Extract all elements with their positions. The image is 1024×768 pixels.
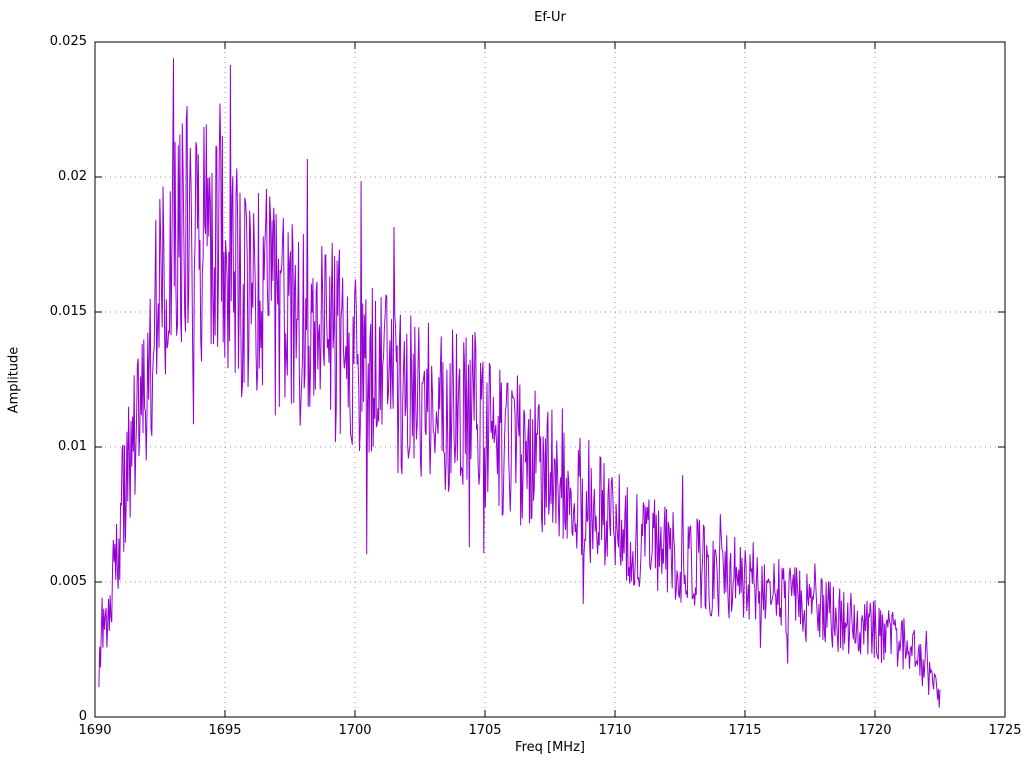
x-tick-label: 1705 [468, 723, 502, 738]
x-tick-label: 1690 [78, 723, 112, 738]
y-tick-label: 0.01 [58, 439, 87, 454]
y-axis-label: Amplitude [6, 346, 22, 414]
y-tick-label: 0.025 [49, 34, 87, 49]
y-tick-label: 0.005 [49, 574, 87, 589]
chart-title: Ef-Ur [534, 10, 566, 25]
x-tick-label: 1725 [988, 723, 1022, 738]
x-tick-label: 1700 [338, 723, 372, 738]
x-axis-label: Freq [MHz] [515, 740, 585, 755]
y-tick-label: 0.02 [58, 169, 87, 184]
spectrum-line [98, 58, 941, 708]
plot-border [94, 41, 1006, 718]
x-tick-label: 1710 [598, 723, 632, 738]
y-tick-label: 0 [78, 709, 87, 724]
x-tick-label: 1715 [728, 723, 762, 738]
x-tick-label: 1720 [858, 723, 892, 738]
x-tick-label: 1695 [208, 723, 242, 738]
y-tick-label: 0.015 [49, 304, 87, 319]
